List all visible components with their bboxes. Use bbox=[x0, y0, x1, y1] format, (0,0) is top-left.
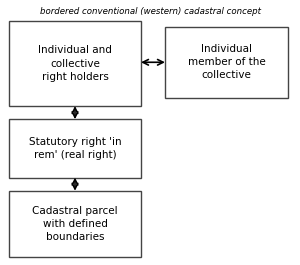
Bar bbox=[9, 119, 141, 178]
FancyArrowPatch shape bbox=[143, 60, 163, 65]
Bar bbox=[165, 26, 288, 98]
FancyArrowPatch shape bbox=[72, 179, 78, 189]
Bar bbox=[9, 21, 141, 106]
FancyArrowPatch shape bbox=[72, 108, 78, 117]
Text: Cadastral parcel
with defined
boundaries: Cadastral parcel with defined boundaries bbox=[32, 206, 118, 242]
Bar bbox=[9, 191, 141, 257]
Text: bordered conventional (western) cadastral concept: bordered conventional (western) cadastra… bbox=[40, 7, 260, 16]
Text: Statutory right 'in
rem' (real right): Statutory right 'in rem' (real right) bbox=[29, 137, 121, 160]
Text: Individual
member of the
collective: Individual member of the collective bbox=[188, 44, 266, 81]
Text: Individual and
collective
right holders: Individual and collective right holders bbox=[38, 45, 112, 82]
